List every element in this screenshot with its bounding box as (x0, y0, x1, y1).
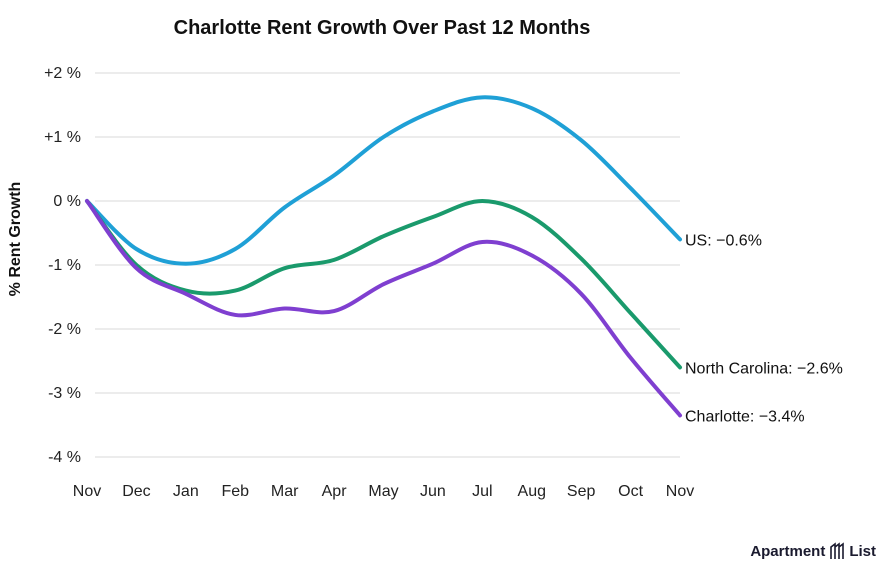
x-tick-label: Apr (322, 483, 348, 500)
x-tick-label: Jul (472, 483, 492, 500)
x-tick-label: Jan (173, 483, 199, 500)
y-tick-label: -3 % (48, 385, 81, 402)
series-line-charlotte (85, 199, 682, 418)
series-end-label: Charlotte: −3.4% (685, 408, 805, 425)
y-axis-ticks: +2 % +1 % 0 % -1 % -2 % -3 % -4 % (44, 65, 81, 466)
x-tick-label: Nov (73, 483, 101, 500)
x-tick-label: Nov (666, 483, 694, 500)
apartment-list-logo: Apartment List (750, 542, 876, 560)
logo-mark-icon (830, 542, 845, 559)
y-tick-label: 0 % (53, 193, 81, 210)
logo-text-list: List (849, 542, 876, 560)
x-tick-label: May (368, 483, 398, 500)
x-tick-label: Dec (122, 483, 150, 500)
series-end-labels: US: −0.6% North Carolina: −2.6% Charlotte:… (685, 232, 843, 425)
series-end-label: US: −0.6% (685, 232, 762, 249)
series-lines (85, 95, 682, 418)
y-tick-label: -4 % (48, 449, 81, 466)
x-tick-label: Mar (271, 483, 299, 500)
y-tick-label: +2 % (44, 65, 81, 82)
x-tick-label: Jun (420, 483, 446, 500)
x-tick-label: Sep (567, 483, 596, 500)
x-tick-label: Aug (518, 483, 546, 500)
series-line-north-carolina (85, 199, 682, 370)
chart-title: Charlotte Rent Growth Over Past 12 Month… (174, 17, 591, 39)
x-axis-ticks: Nov Dec Jan Feb Mar Apr May Jun Jul Aug Sep Oct Nov (73, 483, 694, 500)
x-tick-label: Feb (221, 483, 249, 500)
logo-text-apartment: Apartment (750, 542, 826, 560)
x-tick-label: Oct (618, 483, 643, 500)
y-tick-label: +1 % (44, 129, 81, 146)
y-tick-label: -1 % (48, 257, 81, 274)
y-axis-label: % Rent Growth (7, 182, 24, 297)
y-tick-label: -2 % (48, 321, 81, 338)
series-end-label: North Carolina: −2.6% (685, 360, 843, 377)
series-line-us (85, 95, 682, 266)
